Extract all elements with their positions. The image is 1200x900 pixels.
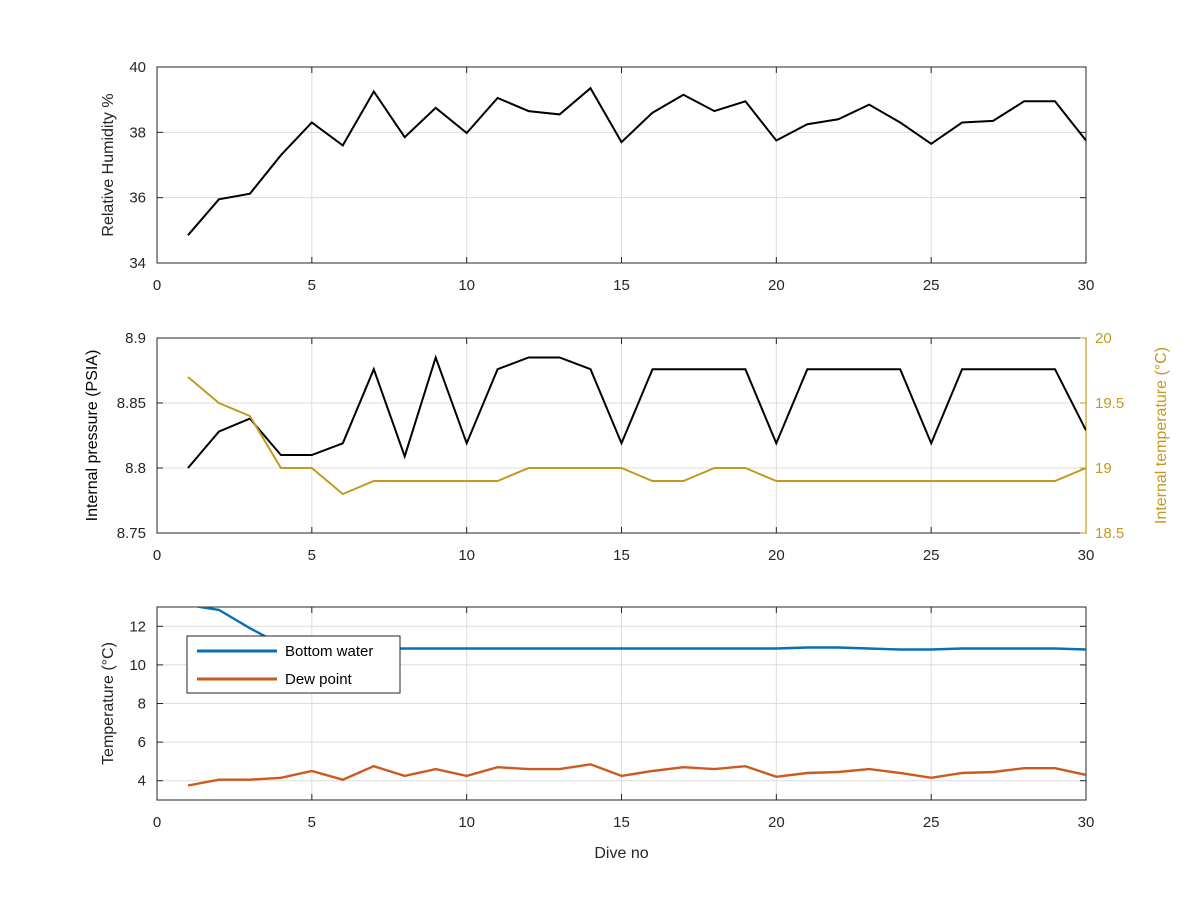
x-tick-label: 15 xyxy=(613,814,630,831)
series-line-2 xyxy=(187,376,1086,496)
y-tick-label: 10 xyxy=(129,657,146,674)
x-tick-label: 25 xyxy=(923,547,940,564)
y-tick-label: 8.75 xyxy=(117,525,146,542)
y-tick-label: 8.85 xyxy=(117,395,146,412)
series-line-dew-point xyxy=(187,763,1086,787)
y-tick-label: 34 xyxy=(129,255,146,272)
y-axis-label: Internal pressure (PSIA) xyxy=(84,350,101,522)
subplot-1: 0 5 10 15 20 25 30 34 36 38 40 Relative Humidity % xyxy=(100,59,1094,294)
x-tick-label: 5 xyxy=(308,814,316,831)
legend: Bottom water Dew point xyxy=(186,635,401,694)
x-tick-label: 0 xyxy=(153,814,161,831)
y-tick-label: 38 xyxy=(129,124,146,141)
x-tick-label: 30 xyxy=(1078,277,1095,294)
x-tick-label: 25 xyxy=(923,277,940,294)
x-tick-label: 10 xyxy=(458,814,475,831)
y2-tick-label: 19 xyxy=(1095,460,1112,477)
y-tick-label: 8.9 xyxy=(125,330,146,347)
x-tick-label: 20 xyxy=(768,547,785,564)
x-tick-label: 20 xyxy=(768,277,785,294)
x-tick-label: 5 xyxy=(308,277,316,294)
y-axis-label: Relative Humidity % xyxy=(100,93,117,236)
y-tick-label: 8.8 xyxy=(125,460,146,477)
x-tick-label: 5 xyxy=(308,547,316,564)
y-tick-label: 12 xyxy=(129,618,146,635)
y-axis-label: Temperature (°C) xyxy=(100,642,117,765)
y-tick-label: 4 xyxy=(138,773,146,790)
x-tick-label: 10 xyxy=(458,547,475,564)
y2-axis-label: Internal temperature (°C) xyxy=(1153,347,1170,524)
x-tick-label: 0 xyxy=(153,277,161,294)
x-tick-label: 15 xyxy=(613,547,630,564)
y2-tick-label: 19.5 xyxy=(1095,395,1124,412)
y-tick-label: 40 xyxy=(129,59,146,76)
x-tick-label: 0 xyxy=(153,547,161,564)
legend-label: Dew point xyxy=(285,671,353,688)
x-tick-label: 30 xyxy=(1078,814,1095,831)
x-tick-label: 30 xyxy=(1078,547,1095,564)
y-tick-label: 6 xyxy=(138,734,146,751)
subplot-2: 0 5 10 15 20 25 30 8.75 8.8 8.85 8.9 18.5 19 19.5 20 In… xyxy=(84,330,1170,564)
series-line-1 xyxy=(187,354,1086,469)
x-tick-label: 25 xyxy=(923,814,940,831)
y2-tick-label: 20 xyxy=(1095,330,1112,347)
subplot-3: 0 5 10 15 20 25 30 4 6 8 10 12 Temperature (°C) Dive … xyxy=(100,606,1095,862)
series-line-1 xyxy=(187,86,1086,236)
y-tick-label: 36 xyxy=(129,190,146,207)
x-tick-label: 15 xyxy=(613,277,630,294)
y2-tick-label: 18.5 xyxy=(1095,525,1124,542)
x-axis-label: Dive no xyxy=(594,845,648,862)
legend-label: Bottom water xyxy=(285,643,373,660)
x-tick-label: 20 xyxy=(768,814,785,831)
y-tick-label: 8 xyxy=(138,696,146,713)
legend-box xyxy=(186,635,401,694)
x-tick-label: 10 xyxy=(458,277,475,294)
